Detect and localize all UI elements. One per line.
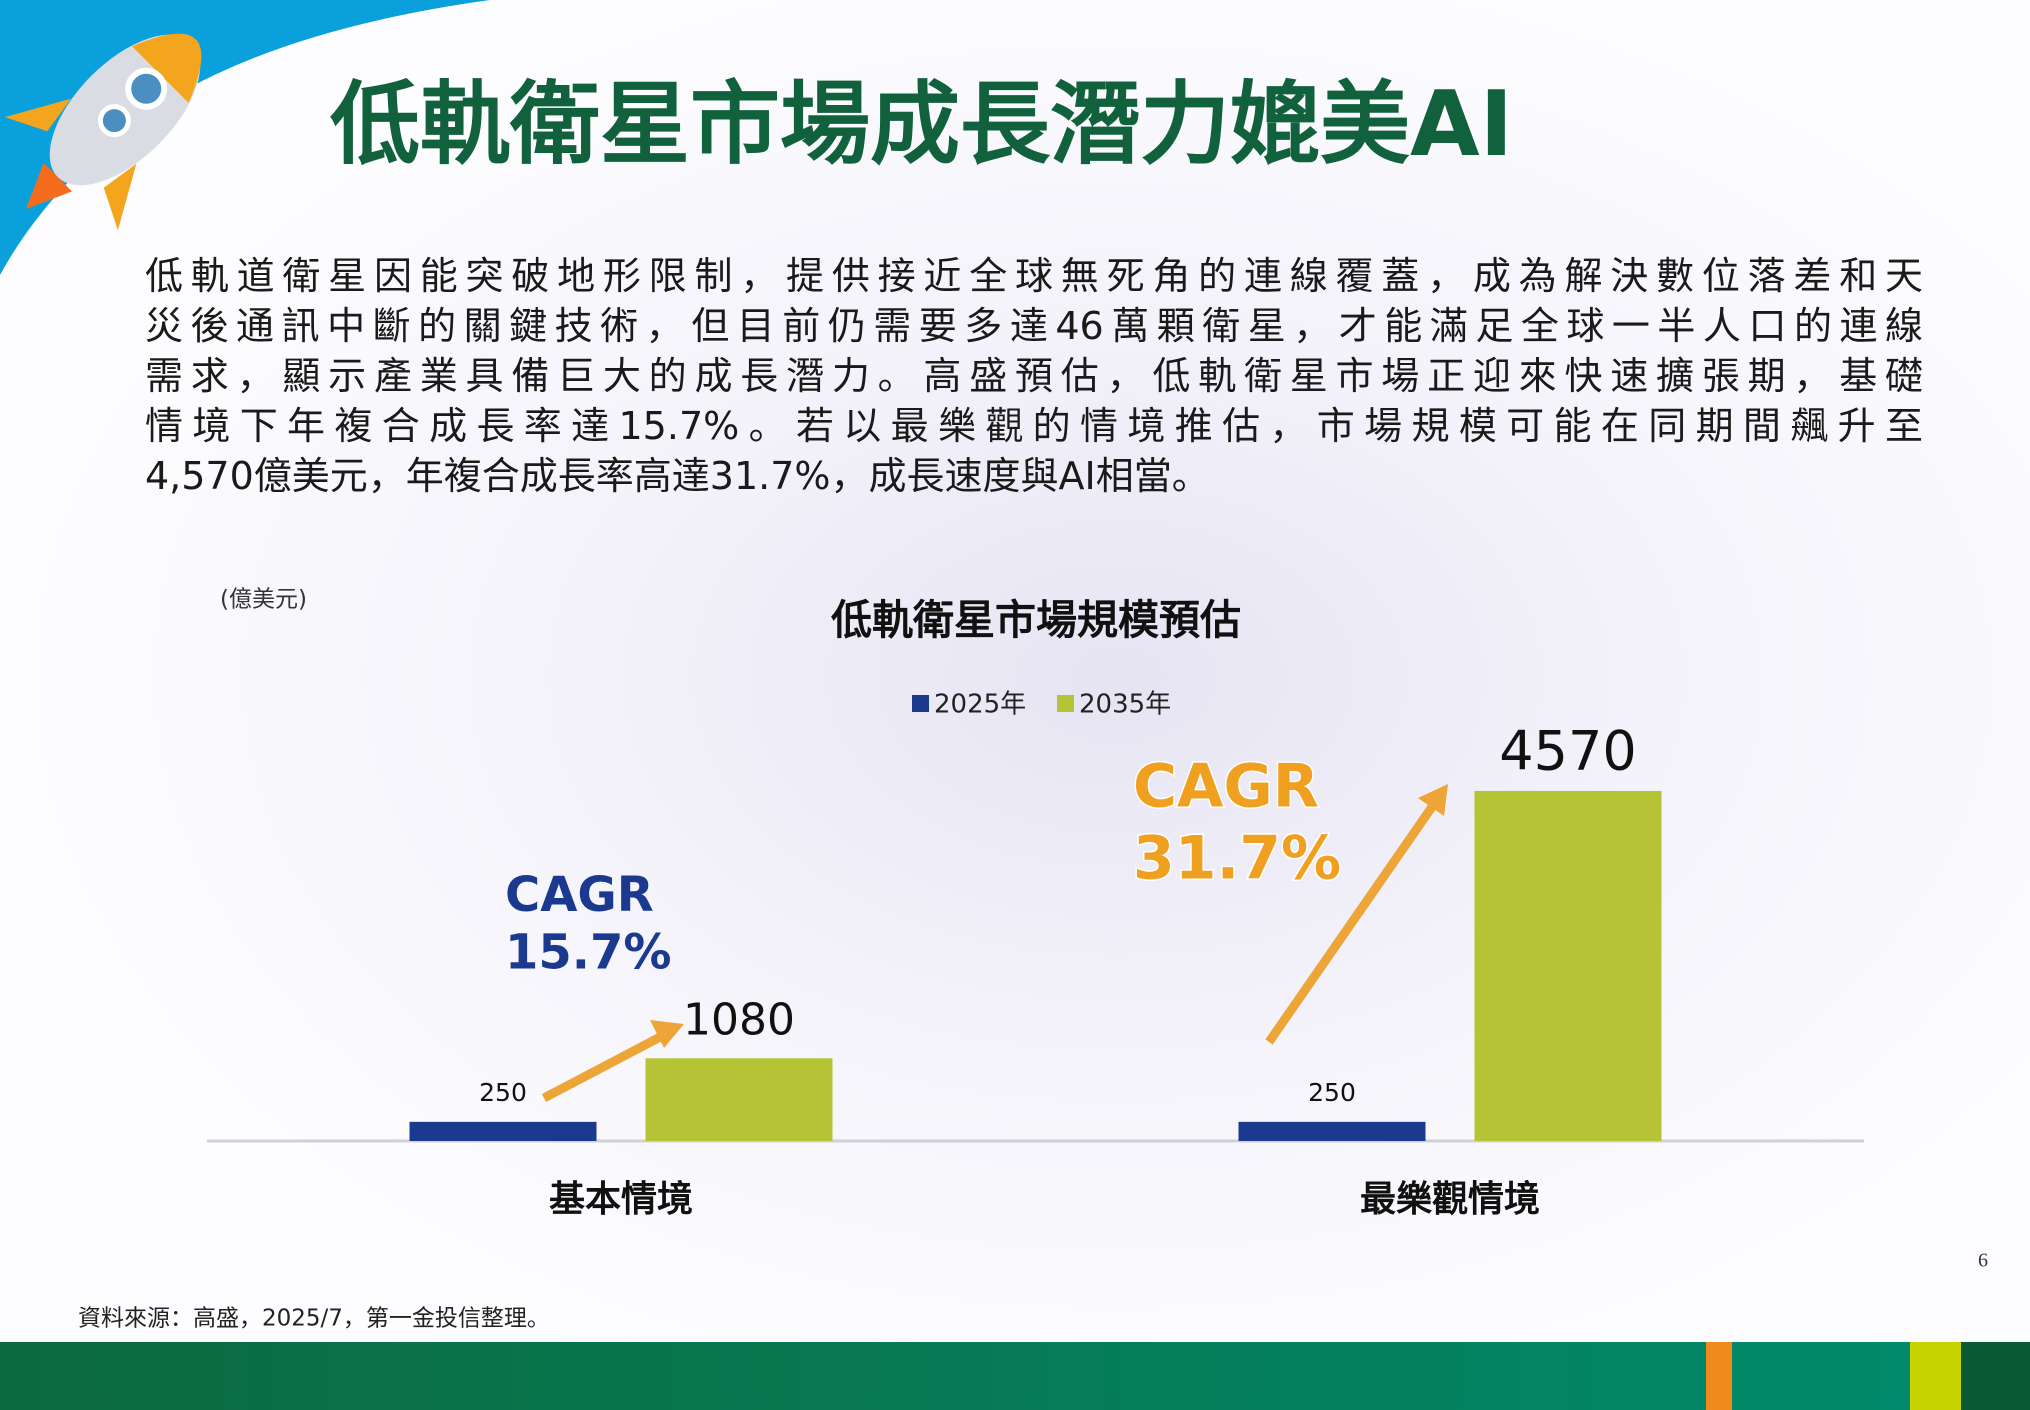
legend-label: 2025年 [934,690,1026,720]
data-label: 250 [479,1078,527,1107]
data-label: 250 [1308,1078,1356,1107]
cagr-annotation: 31.7% [1133,824,1341,894]
bar [1474,790,1662,1141]
footer-bar [0,1342,2030,1410]
body-line: 需求，顯示產業具備巨大的成長潛力。高盛預估，低軌衛星市場正迎來快速擴張期，基礎 [145,354,1923,398]
body-line: 低軌道衛星因能突破地形限制，提供接近全球無死角的連線覆蓋，成為解決數位落差和天 [145,254,1923,298]
legend-label: 2035年 [1079,690,1171,720]
cagr-annotation: CAGR [1133,752,1319,822]
body-line: 災後通訊中斷的關鍵技術，但目前仍需要多達46萬顆衛星，才能滿足全球一半人口的連線 [145,304,1923,348]
body-line: 4,570億美元，年複合成長率高達31.7%，成長速度與AI相當。 [145,454,1210,498]
x-tick-label: 最樂觀情境 [1360,1179,1540,1220]
bar [409,1121,597,1141]
cagr-annotation: CAGR [505,867,654,923]
footer-accent [1706,1342,1732,1410]
unit-label: (億美元) [220,587,307,613]
rocket-icon [4,33,202,231]
footer-accent [1910,1342,1961,1410]
bar [1238,1121,1426,1141]
source-note: 資料來源：高盛，2025/7，第一金投信整理。 [78,1306,550,1332]
legend-swatch [912,695,929,712]
x-tick-label: 基本情境 [549,1179,693,1220]
footer-accent [1961,1342,2030,1410]
cagr-annotation: 15.7% [505,925,672,981]
body-line: 情境下年複合成長率達15.7%。若以最樂觀的情境推估，市場規模可能在同期間飆升至 [145,404,1923,448]
chart-title: 低軌衛星市場規模預估 [831,596,1241,644]
legend-swatch [1057,695,1074,712]
arrow [541,784,1448,1102]
data-label: 1080 [683,994,795,1045]
slide-title: 低軌衛星市場成長潛力媲美AI [330,72,1513,177]
page-number: 6 [1978,1250,1988,1272]
data-label: 4570 [1499,720,1636,783]
bar [645,1058,833,1141]
